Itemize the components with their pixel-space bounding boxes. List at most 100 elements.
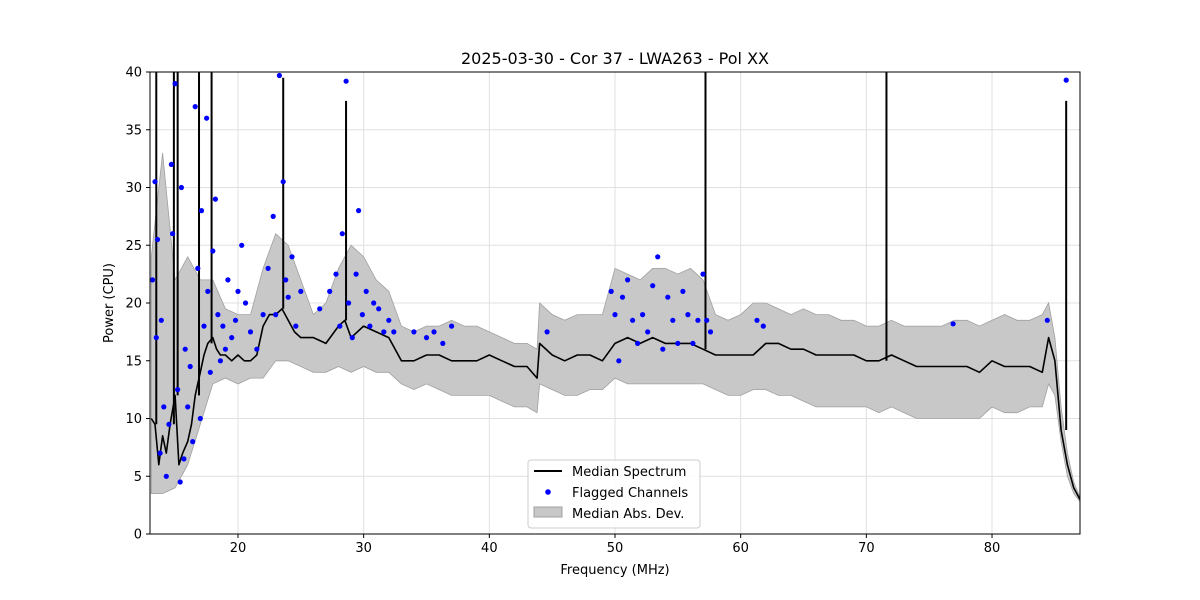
flagged-channel-point — [225, 277, 231, 283]
flagged-channel-point — [635, 340, 641, 346]
flagged-channel-point — [265, 265, 271, 271]
flagged-channel-point — [371, 300, 377, 306]
flagged-channel-point — [665, 294, 671, 300]
flagged-channel-point — [285, 294, 291, 300]
x-axis: 20 30 40 50 60 70 80 — [230, 534, 1000, 556]
flagged-channel-point — [247, 329, 254, 335]
flagged-channel-point — [217, 358, 223, 364]
flagged-channel-point — [704, 317, 710, 323]
flagged-channel-point — [175, 387, 181, 393]
flagged-channel-point — [181, 456, 187, 462]
flagged-channel-point — [235, 288, 241, 294]
flagged-channel-point — [195, 265, 201, 271]
flagged-channel-point — [411, 329, 417, 335]
flagged-channel-point — [619, 294, 626, 300]
flagged-channel-point — [232, 317, 239, 323]
flagged-channel-point — [182, 346, 188, 352]
flagged-channel-point — [204, 115, 210, 121]
median-line-layer — [150, 72, 1080, 500]
flagged-channel-point — [363, 288, 369, 294]
flagged-channel-point — [197, 415, 203, 422]
flagged-channel-point — [172, 81, 178, 87]
flagged-channel-point — [630, 317, 636, 323]
legend-median-label: Median Spectrum — [572, 465, 686, 480]
flagged-channel-point — [670, 317, 676, 323]
flagged-channel-point — [346, 300, 352, 306]
flagged-channel-point — [349, 335, 355, 341]
flagged-channel-point — [700, 271, 706, 277]
flagged-channel-point — [381, 329, 387, 335]
flagged-channel-point — [190, 439, 196, 445]
flagged-channel-point — [544, 329, 550, 335]
flagged-channel-point — [337, 323, 343, 329]
legend-mad-label: Median Abs. Dev. — [572, 507, 684, 522]
flagged-channel-point — [210, 248, 216, 254]
x-tick-label: 40 — [481, 541, 498, 556]
flagged-points-layer — [150, 72, 1069, 485]
flagged-channel-point — [645, 329, 651, 335]
flagged-channel-point — [205, 288, 211, 294]
y-tick-label: 0 — [134, 528, 142, 543]
x-tick-label: 50 — [607, 541, 624, 556]
flagged-channel-point — [760, 323, 766, 329]
flagged-channel-point — [260, 312, 266, 318]
flagged-channel-point — [163, 473, 169, 479]
flagged-channel-point — [449, 323, 455, 329]
flagged-channel-point — [690, 340, 696, 346]
y-axis: 0 5 10 15 20 25 30 35 40 — [125, 66, 150, 543]
flagged-channel-point — [353, 271, 359, 277]
flagged-channel-point — [440, 340, 446, 346]
flagged-channel-point — [150, 277, 156, 283]
plot-area — [149, 71, 1081, 535]
flagged-channel-point — [423, 335, 430, 341]
flagged-channel-point — [207, 369, 213, 375]
legend: Median Spectrum Flagged Channels Median … — [527, 459, 701, 529]
flagged-channel-point — [675, 340, 681, 346]
flagged-channel-point — [680, 288, 686, 294]
flagged-channel-point — [343, 78, 349, 84]
flagged-channel-point — [242, 300, 249, 306]
flagged-channel-point — [280, 179, 286, 185]
legend-flagged-label: Flagged Channels — [572, 486, 688, 501]
flagged-channel-point — [170, 231, 176, 237]
flagged-channel-point — [158, 317, 164, 323]
flagged-channel-point — [185, 404, 191, 410]
flagged-channel-point — [367, 323, 373, 329]
flagged-channel-point — [1044, 317, 1050, 323]
flagged-channel-point — [650, 283, 656, 289]
flagged-channel-point — [283, 277, 289, 283]
chart-title: 2025-03-30 - Cor 37 - LWA263 - Pol XX — [461, 49, 769, 68]
x-tick-label: 30 — [355, 541, 372, 556]
flagged-channel-point — [168, 161, 174, 167]
flagged-channel-point — [625, 277, 631, 283]
flagged-channel-point — [220, 323, 226, 329]
flagged-channel-point — [660, 346, 666, 352]
y-tick-label: 35 — [125, 123, 142, 138]
flagged-channel-point — [359, 312, 365, 318]
flagged-channel-point — [198, 208, 205, 214]
y-tick-label: 15 — [125, 354, 142, 369]
legend-mad-swatch — [533, 506, 563, 518]
flagged-channel-point — [289, 254, 295, 260]
flagged-channel-point — [298, 288, 304, 294]
flagged-channel-point — [273, 312, 279, 318]
flagged-channel-point — [754, 317, 760, 323]
flagged-channel-point — [391, 329, 397, 335]
median-spectrum-line — [150, 307, 1080, 500]
x-tick-label: 70 — [858, 541, 875, 556]
flagged-channel-point — [153, 335, 159, 341]
x-tick-label: 20 — [230, 541, 247, 556]
flagged-channel-point — [293, 323, 299, 329]
flagged-channel-point — [222, 346, 228, 352]
flagged-channel-point — [154, 236, 161, 243]
flagged-channel-point — [161, 404, 167, 410]
flagged-channel-point — [376, 306, 382, 312]
legend-box — [527, 459, 701, 529]
y-tick-label: 25 — [125, 239, 142, 254]
flagged-channel-point — [276, 72, 282, 79]
mad-band-layer — [150, 152, 1080, 503]
flagged-channel-point — [950, 321, 956, 327]
flagged-channel-point — [166, 421, 172, 427]
flagged-channel-point — [187, 363, 193, 370]
